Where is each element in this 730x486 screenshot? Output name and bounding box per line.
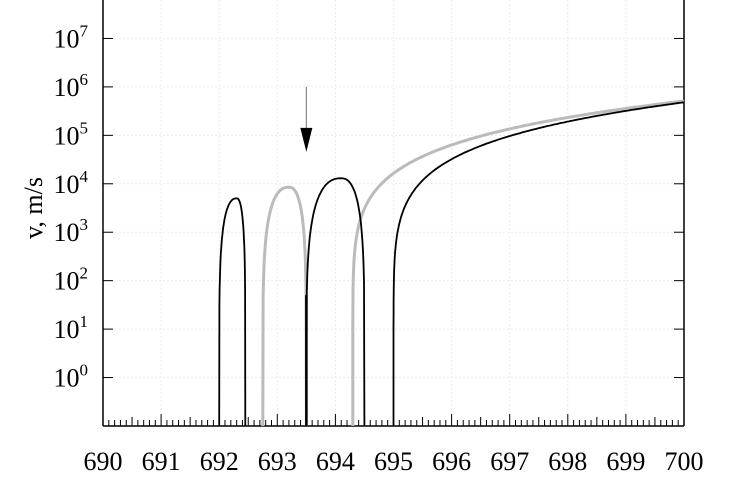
x-tick-label: 691: [142, 447, 181, 476]
series-0-segment-0: [218, 197, 247, 427]
x-tick-label: 695: [374, 447, 413, 476]
y-tick-label: 104: [54, 167, 89, 199]
y-tick-labels: 100 101 102 103 104 105 106 107 108: [54, 0, 89, 393]
x-tick-label: 699: [606, 447, 645, 476]
series-0-segment-1: [305, 177, 366, 427]
arrow-head: [300, 127, 313, 152]
y-tick-label: 101: [54, 312, 89, 344]
y-tick-marks: [103, 37, 684, 379]
x-tick-label: 694: [316, 447, 355, 476]
plot-grid: [102, 0, 685, 426]
y-tick-label: 105: [54, 118, 89, 150]
series-1-segment-1: [351, 99, 685, 426]
x-tick-label: 698: [548, 447, 587, 476]
x-tick-label: 693: [258, 447, 297, 476]
arrow-annotation: [300, 86, 313, 152]
y-axis-title: v, m/s: [19, 177, 48, 239]
x-minor-ticks: [102, 414, 685, 426]
x-tick-label: 697: [490, 447, 529, 476]
x-tick-label: 696: [432, 447, 471, 476]
series-0-segment-2: [392, 101, 685, 426]
x-tick-label: 692: [200, 447, 239, 476]
series-1-segment-0: [261, 185, 308, 427]
series-lines: [218, 99, 685, 427]
x-tick-label: 690: [84, 447, 123, 476]
y-tick-label: 106: [54, 70, 89, 102]
y-tick-label: 100: [54, 361, 89, 393]
y-tick-label: 103: [54, 215, 89, 247]
x-tick-labels: 690 691 692 693 694 695 696 697 698 699 700: [84, 447, 704, 476]
y-tick-label: 107: [54, 21, 89, 53]
x-tick-label: 700: [665, 447, 704, 476]
y-tick-label: 108: [54, 0, 89, 5]
y-tick-label: 102: [54, 264, 89, 296]
